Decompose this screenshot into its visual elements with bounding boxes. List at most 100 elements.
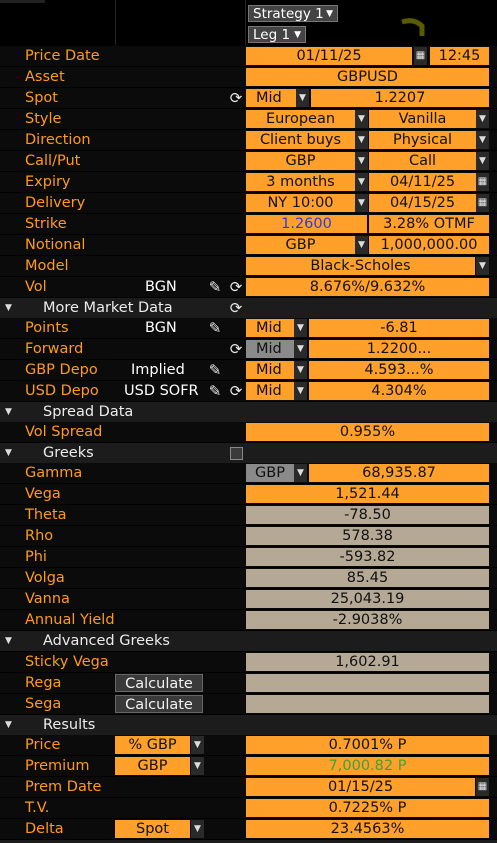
section-advanced-greeks[interactable]: ▼ Advanced Greeks: [0, 631, 497, 651]
refresh-icon[interactable]: ⟳: [229, 278, 243, 296]
chevron-down-icon[interactable]: ▼: [191, 736, 204, 754]
prem-date-input[interactable]: 01/15/25: [246, 778, 475, 796]
bottom-edge: [0, 840, 497, 843]
section-spread-data[interactable]: ▼ Spread Data: [0, 402, 497, 422]
pencil-icon[interactable]: ✎: [208, 319, 222, 337]
prem-date-label: Prem Date: [25, 779, 102, 795]
phi-value: -593.82: [246, 548, 489, 566]
chevron-down-icon[interactable]: ▼: [294, 382, 307, 400]
chevron-down-icon[interactable]: ▼: [294, 464, 307, 482]
calendar-icon[interactable]: ▦: [476, 173, 489, 191]
points-input[interactable]: -6.81: [309, 319, 489, 337]
chevron-down-icon[interactable]: ▼: [294, 319, 307, 337]
strike-moneyness[interactable]: 3.28% OTMF: [369, 215, 489, 233]
chevron-down-icon[interactable]: ▼: [355, 110, 368, 128]
leg-label: Leg 1: [253, 27, 291, 43]
triangle-down-icon[interactable]: ▼: [5, 448, 12, 458]
chevron-down-icon[interactable]: ▼: [476, 152, 489, 170]
chevron-down-icon[interactable]: ▼: [191, 820, 204, 838]
calendar-icon[interactable]: ▦: [476, 194, 489, 212]
spot-input[interactable]: 1.2207: [311, 89, 489, 107]
refresh-icon[interactable]: ⟳: [229, 89, 243, 107]
usd-depo-source: USD SOFR: [124, 383, 199, 399]
vol-input[interactable]: 8.676%/9.632%: [246, 278, 489, 296]
gamma-ccy-select[interactable]: GBP: [246, 464, 294, 482]
triangle-down-icon[interactable]: ▼: [5, 636, 12, 646]
section-results[interactable]: ▼ Results: [0, 715, 497, 735]
usd-depo-input[interactable]: 4.304%: [309, 382, 489, 400]
model-select[interactable]: Black-Scholes: [246, 257, 475, 275]
premium-value[interactable]: 7,000.82 P: [246, 757, 489, 775]
chevron-down-icon[interactable]: ▼: [476, 131, 489, 149]
price-date-label: Price Date: [25, 48, 100, 64]
row-tv: T.V. 0.7225% P: [0, 798, 497, 818]
chevron-down-icon[interactable]: ▼: [355, 194, 368, 212]
triangle-down-icon[interactable]: ▼: [5, 303, 12, 313]
price-unit-select[interactable]: % GBP: [115, 736, 190, 754]
chevron-down-icon[interactable]: ▼: [294, 340, 307, 358]
gbp-depo-input[interactable]: 4.593...%: [309, 361, 489, 379]
leg-selector[interactable]: Leg 1 ▼: [248, 26, 306, 43]
section-greeks[interactable]: ▼ Greeks: [0, 443, 497, 463]
price-time-input[interactable]: 12:45: [430, 47, 489, 65]
chevron-down-icon[interactable]: ▼: [476, 110, 489, 128]
price-date-input[interactable]: 01/11/25: [246, 47, 412, 65]
calendar-icon[interactable]: ▦: [476, 778, 489, 796]
call-put-ccy-select[interactable]: GBP: [246, 152, 355, 170]
calendar-icon[interactable]: ▦: [414, 47, 427, 65]
notional-input[interactable]: 1,000,000.00: [369, 236, 489, 254]
direction-select[interactable]: Client buys: [246, 131, 355, 149]
spot-side-select[interactable]: Mid: [246, 89, 296, 107]
refresh-icon[interactable]: ⟳: [229, 299, 243, 317]
chevron-down-icon[interactable]: ▼: [191, 757, 204, 775]
chevron-down-icon[interactable]: ▼: [476, 257, 489, 275]
gamma-value: 68,935.87: [309, 464, 489, 482]
strike-input[interactable]: 1.2600: [246, 215, 367, 233]
premium-ccy-select[interactable]: GBP: [115, 757, 190, 775]
refresh-icon[interactable]: ⟳: [229, 382, 243, 400]
chevron-down-icon[interactable]: ▼: [355, 152, 368, 170]
row-theta: Theta -78.50: [0, 505, 497, 525]
pencil-icon[interactable]: ✎: [208, 382, 222, 400]
chevron-down-icon[interactable]: ▼: [355, 173, 368, 191]
delta-mode-select[interactable]: Spot: [115, 820, 190, 838]
row-volga: Volga 85.45: [0, 568, 497, 588]
strategy-selector[interactable]: Strategy 1 ▼: [248, 5, 338, 22]
exercise-style-select[interactable]: European: [246, 110, 355, 128]
triangle-down-icon[interactable]: ▼: [5, 407, 12, 417]
expiry-date-input[interactable]: 04/11/25: [369, 173, 476, 191]
expiry-tenor-select[interactable]: 3 months: [246, 173, 355, 191]
points-side-select[interactable]: Mid: [246, 319, 294, 337]
asset-input[interactable]: GBPUSD: [246, 68, 489, 86]
chevron-down-icon[interactable]: ▼: [355, 236, 368, 254]
row-model: Model Black-Scholes ▼: [0, 256, 497, 276]
pencil-icon[interactable]: ✎: [208, 278, 222, 296]
chevron-down-icon[interactable]: ▼: [296, 89, 309, 107]
gbp-depo-side-select[interactable]: Mid: [246, 361, 294, 379]
top-edge: [0, 0, 45, 3]
sega-calculate-button[interactable]: Calculate: [115, 695, 203, 713]
delivery-cut-select[interactable]: NY 10:00: [246, 194, 355, 212]
forward-side-select[interactable]: Mid: [246, 340, 294, 358]
refresh-icon[interactable]: ⟳: [229, 340, 243, 358]
usd-depo-side-select[interactable]: Mid: [246, 382, 294, 400]
chevron-down-icon[interactable]: ▼: [355, 131, 368, 149]
rega-calculate-button[interactable]: Calculate: [115, 674, 203, 692]
points-label: Points: [25, 320, 69, 336]
settlement-select[interactable]: Physical: [369, 131, 476, 149]
triangle-down-icon[interactable]: ▼: [5, 720, 12, 730]
pencil-icon[interactable]: ✎: [208, 361, 222, 379]
section-more-market-data[interactable]: ▼ More Market Data ⟳: [0, 298, 497, 318]
call-put-select[interactable]: Call: [369, 152, 476, 170]
row-usd-depo: USD Depo USD SOFR ✎ ⟳ Mid ▼ 4.304%: [0, 381, 497, 401]
section-title: Greeks: [43, 445, 94, 461]
greeks-checkbox[interactable]: [230, 447, 243, 460]
option-type-select[interactable]: Vanilla: [369, 110, 476, 128]
chevron-down-icon[interactable]: ▼: [294, 361, 307, 379]
vol-spread-input[interactable]: 0.955%: [246, 423, 489, 441]
delivery-date-input[interactable]: 04/15/25: [369, 194, 476, 212]
price-label: Price: [25, 737, 61, 753]
forward-input[interactable]: 1.2200...: [309, 340, 489, 358]
notional-ccy-select[interactable]: GBP: [246, 236, 355, 254]
gbp-depo-label: GBP Depo: [25, 362, 98, 378]
